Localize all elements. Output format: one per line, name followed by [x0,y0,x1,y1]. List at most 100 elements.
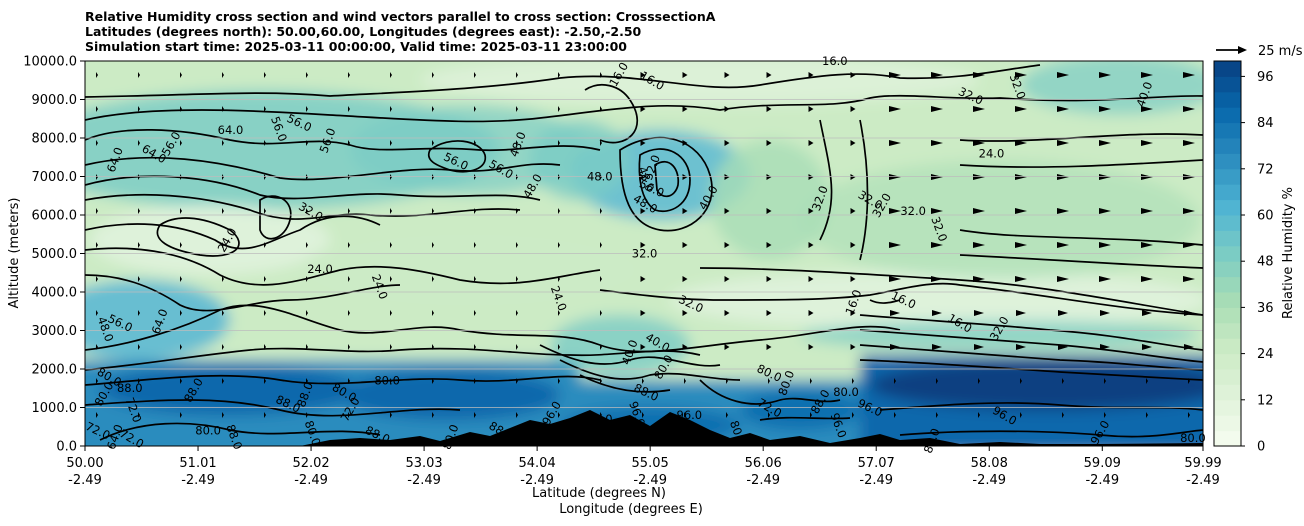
wind-arrow [766,72,772,78]
wind-arrow [1141,208,1153,214]
wind-arrow [264,140,266,146]
y-tick-label: 7000.0 [32,170,78,185]
wind-arrow [432,344,434,350]
wind-arrow [180,378,182,384]
wind-arrow [640,174,646,180]
wind-arrow [264,242,266,248]
wind-arrow [1015,242,1027,248]
y-tick-label: 2000.0 [32,363,78,378]
wind-arrow [222,106,224,112]
wind-arrow [810,412,812,418]
x-tick-label-lon: -2.49 [520,473,554,488]
wind-arrow [558,72,560,78]
wind-arrow [348,412,350,418]
wind-arrow [1183,174,1195,180]
wind-arrow [96,310,98,316]
colorbar-segment [1214,430,1241,447]
wind-arrow [1058,310,1068,316]
x-tick-label-lon: -2.49 [294,473,328,488]
wind-arrow [1016,344,1026,350]
wind-arrow [222,72,224,78]
colorbar-segment [1214,138,1241,154]
wind-arrow [390,242,392,248]
colorbar-segment [1214,338,1241,355]
contour-label: 32.0 [900,204,926,218]
wind-arrow [1141,72,1153,78]
wind-arrow [766,140,772,146]
wind-arrow [850,72,856,78]
colorbar-tick-label: 84 [1257,116,1274,131]
wind-arrow [516,276,518,282]
wind-arrow [1100,344,1110,350]
y-axis-label: Altitude (meters) [7,198,22,309]
y-tick-label: 6000.0 [32,209,78,224]
wind-arrow [932,344,942,350]
contour-label: 88.0 [117,381,143,395]
colorbar-segment [1214,307,1241,324]
wind-arrow [432,412,434,418]
wind-arrow [1100,310,1110,316]
wind-arrow [600,140,602,146]
wind-arrow [1057,276,1069,282]
x-axis: 50.00 -2.49 51.01 -2.49 52.02 -2.49 53.03 -2.49… [66,446,1222,488]
wind-arrow [516,310,518,316]
contour-label: 80.0 [195,423,221,437]
wind-arrow [889,174,901,180]
y-tick-label: 0.0 [56,440,77,455]
x-tick-label-lon: -2.49 [68,473,102,488]
wind-arrow [682,174,688,180]
contour-label: 24.0 [979,146,1005,160]
x-tick-label-lon: -2.49 [859,473,893,488]
wind-arrow [180,208,182,214]
wind-arrow [432,140,434,146]
wind-arrow [600,208,602,214]
wind-arrow [1141,140,1153,146]
x-axis-label-latitude: Latitude (degrees N) [532,486,666,501]
wind-arrow [390,276,392,282]
wind-arrow [640,310,646,316]
x-tick-label-lat: 58.08 [971,456,1008,471]
quiver-key: 25 m/s [1216,44,1303,59]
wind-arrow [1058,344,1068,350]
wind-arrow [850,344,856,350]
colorbar-tick-label: 0 [1257,440,1265,455]
colorbar-segment [1214,91,1241,108]
wind-arrow [850,174,856,180]
wind-arrow [808,276,814,282]
wind-arrow [474,208,476,214]
wind-arrow [558,242,560,248]
chart-title-line-2: Latitudes (degrees north): 50.00,60.00, … [85,24,642,39]
wind-arrow [889,242,901,248]
wind-arrow [180,174,182,180]
wind-arrow [390,208,392,214]
x-tick-label-lon: -2.49 [972,473,1006,488]
wind-arrow [264,106,266,112]
colorbar-segment [1214,61,1241,77]
wind-arrow [138,310,140,316]
wind-arrow [306,174,308,180]
wind-arrow [1015,140,1027,146]
wind-arrow [306,140,308,146]
wind-arrow [889,208,901,214]
wind-arrow [96,208,98,214]
wind-arrow [180,106,182,112]
wind-arrow [180,140,182,146]
wind-arrow [348,106,350,112]
colorbar-segment [1214,122,1241,139]
wind-arrow [974,310,984,316]
wind-arrow [682,106,688,112]
wind-arrow [724,106,730,112]
wind-arrow [600,242,602,248]
wind-arrow [222,140,224,146]
wind-arrow [1020,412,1022,418]
wind-arrow [306,106,308,112]
wind-arrow [180,242,182,248]
wind-arrow [138,208,140,214]
wind-arrow [766,276,772,282]
wind-arrow [222,344,224,350]
wind-arrow [348,344,350,350]
colorbar-label: Relative Humidity % [1281,187,1296,319]
wind-arrow [390,310,392,316]
wind-arrow [180,72,182,78]
wind-arrow [808,344,814,350]
